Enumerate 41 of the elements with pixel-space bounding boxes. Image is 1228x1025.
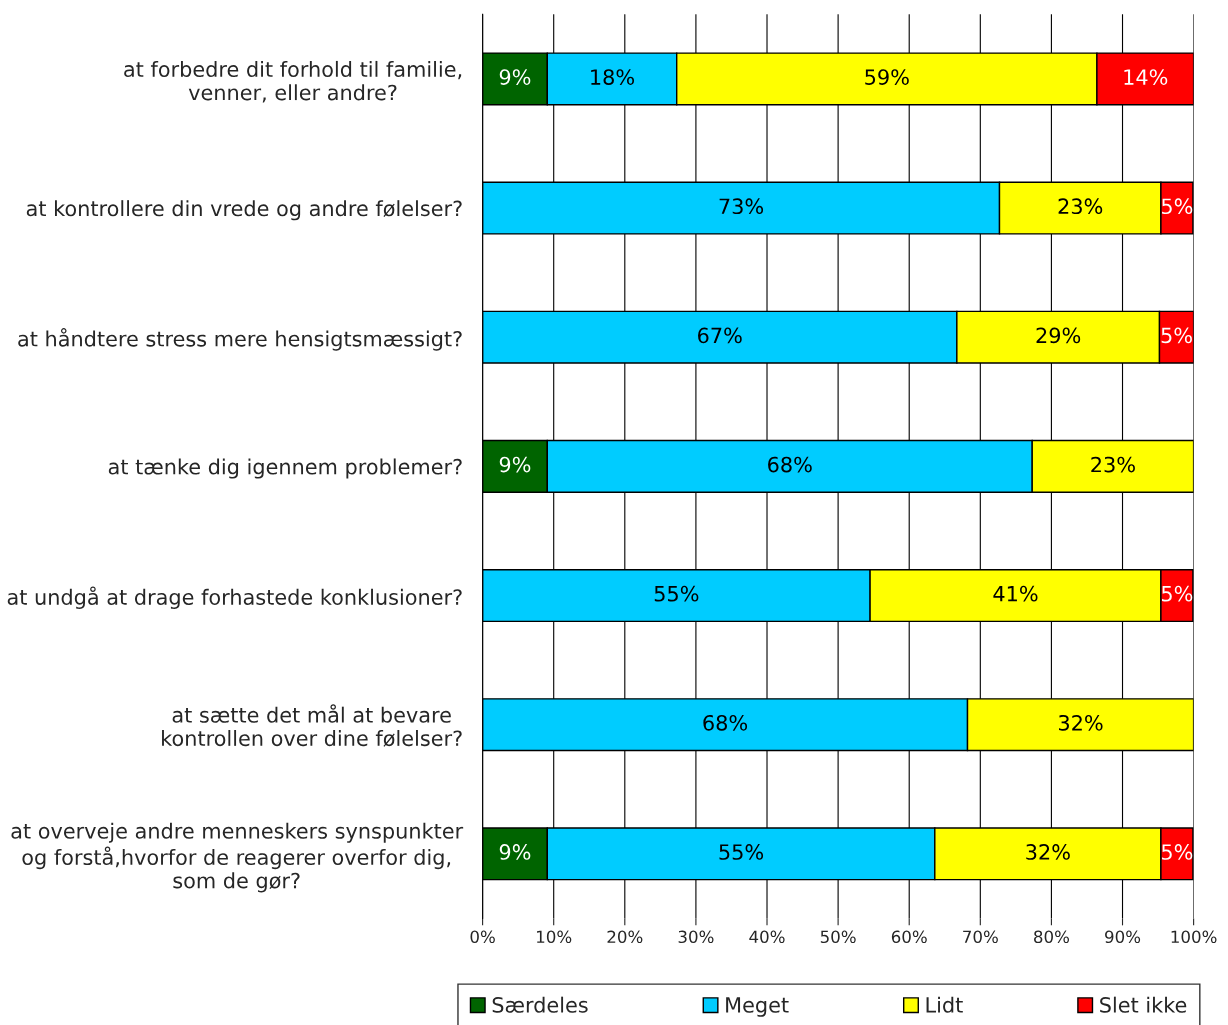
data-label: 41% [993, 585, 1038, 602]
y-tick-label: at kontrollere din vrede og andre følelser? [26, 200, 462, 221]
data-label: 9% [499, 69, 531, 85]
data-label: 23% [1058, 198, 1103, 215]
x-tick-label: 40% [749, 930, 785, 944]
data-label: 14% [1124, 69, 1168, 85]
x-tick-label: 90% [1105, 930, 1141, 944]
x-tick-label: 80% [1034, 930, 1070, 944]
data-label: 68% [703, 714, 748, 731]
y-tick-label: at tænke dig igennem problemer? [108, 458, 462, 479]
x-tick-label: 100% [1171, 930, 1217, 944]
y-tick-label: at forbedre dit forhold til familie, venner, eller andre? [124, 60, 462, 103]
legend-label: Slet ikke [1100, 996, 1187, 1013]
x-tick-label: 30% [678, 930, 714, 944]
data-label: 9% [499, 456, 531, 473]
x-tick-label: 70% [963, 930, 998, 944]
x-tick-label: 10% [537, 930, 572, 944]
x-tick-label: 50% [820, 930, 856, 944]
legend-label: Meget [726, 997, 789, 1017]
data-label: 59% [865, 69, 909, 85]
y-tick-label: at håndtere stress mere hensigtsmæssigt? [18, 328, 462, 351]
legend-label: Lidt [926, 996, 963, 1013]
data-label: 9% [499, 844, 531, 860]
x-tick-label: 20% [607, 930, 643, 944]
legend-label: Særdeles [492, 996, 588, 1013]
data-label: 23% [1091, 456, 1135, 473]
data-label: 18% [591, 69, 635, 85]
data-label: 68% [768, 456, 812, 473]
data-label: 32% [1059, 714, 1103, 731]
data-label: 32% [1026, 844, 1070, 860]
y-tick-label: at undgå at drage forhastede konklusioner? [7, 586, 462, 609]
data-label: 73% [719, 198, 764, 215]
x-tick-label: 0% [470, 930, 495, 944]
y-tick-label: at overveje andre menneskers synspunkter og forstå,hvorfor de reagerer overfor dig, som de gør? [11, 822, 464, 893]
data-label: 55% [654, 585, 699, 602]
y-tick-label: at sætte det mål at bevare kontrollen over dine følelser? [162, 704, 462, 747]
data-label: 5% [1161, 327, 1192, 344]
data-label: 29% [1036, 327, 1081, 344]
data-label: 55% [719, 844, 764, 860]
data-label: 67% [698, 327, 742, 344]
x-tick-label: 60% [891, 930, 927, 944]
